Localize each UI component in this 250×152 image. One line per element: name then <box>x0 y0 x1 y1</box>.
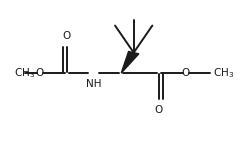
Text: CH$_3$: CH$_3$ <box>213 66 234 80</box>
Text: O: O <box>62 31 71 41</box>
Text: CH$_3$: CH$_3$ <box>14 66 36 80</box>
Text: O: O <box>154 105 163 115</box>
Text: NH: NH <box>86 79 102 89</box>
Polygon shape <box>121 52 139 73</box>
Text: O: O <box>35 68 43 78</box>
Text: O: O <box>182 68 190 78</box>
